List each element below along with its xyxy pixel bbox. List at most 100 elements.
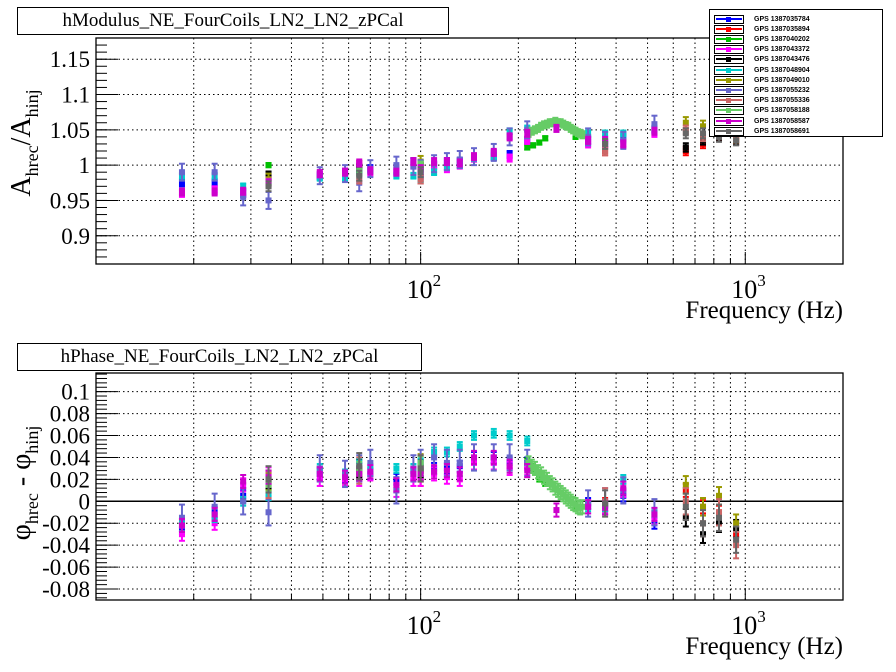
data-point: [651, 128, 658, 135]
legend-marker-icon: [714, 65, 744, 75]
data-point: [524, 137, 531, 144]
data-point: [585, 137, 592, 144]
data-point: [733, 520, 740, 527]
data-point: [410, 163, 417, 170]
legend-marker-icon: [714, 24, 744, 34]
data-point: [417, 465, 424, 472]
data-point: [393, 162, 400, 169]
data-point: [528, 463, 535, 470]
data-point: [470, 454, 477, 461]
data-point: [367, 167, 374, 174]
legend-entry: GPS 1387035784: [714, 14, 810, 24]
y-label-sub: hinj: [22, 89, 42, 117]
legend-label: GPS 1387055336: [754, 97, 810, 105]
y-label-sub: hinj: [22, 426, 42, 454]
data-point: [490, 454, 497, 461]
y-tick-label: 0.06: [50, 424, 90, 449]
legend-entry: GPS 1387049010: [714, 75, 810, 85]
legend-entry: GPS 1387058587: [714, 116, 810, 126]
data-point: [265, 476, 272, 483]
y-axis-label: φhrec - φhinj: [6, 426, 42, 541]
data-point: [356, 160, 363, 167]
y-label-sub: hrec: [22, 145, 42, 176]
data-point: [716, 514, 723, 521]
legend-marker-icon: [714, 126, 744, 136]
data-point: [431, 468, 438, 475]
data-point: [410, 158, 417, 165]
data-point: [211, 188, 218, 195]
legend-label: GPS 1387035894: [754, 25, 810, 33]
data-point: [417, 169, 424, 176]
data-point: [178, 169, 185, 176]
legend-label: GPS 1387040202: [754, 35, 810, 43]
data-point: [240, 498, 247, 505]
y-tick-label: -0.06: [42, 555, 90, 580]
data-point: [431, 158, 438, 165]
data-point: [240, 193, 247, 200]
data-point: [417, 176, 424, 183]
phase-plot: -0.08-0.06-0.04-0.0200.020.040.060.080.1…: [6, 372, 844, 660]
data-point: [535, 468, 542, 475]
data-point: [178, 179, 185, 186]
data-point: [602, 148, 609, 154]
data-point: [240, 478, 247, 485]
x-axis-label: Frequency (Hz): [685, 297, 843, 324]
data-point: [178, 188, 185, 195]
data-point: [543, 476, 550, 483]
data-point: [265, 162, 272, 169]
data-point: [393, 465, 400, 472]
legend-marker-icon: [714, 96, 744, 106]
data-point: [178, 522, 185, 529]
data-point: [393, 481, 400, 488]
data-point: [211, 511, 218, 518]
legend-label: GPS 1387043476: [754, 56, 810, 64]
legend-entry: GPS 1387043476: [714, 55, 810, 65]
data-point: [367, 468, 374, 475]
legend-marker-icon: [714, 14, 744, 24]
legend: GPS 1387035784 GPS 1387035894 GPS 13870402…: [709, 9, 883, 137]
legend-entry: GPS 1387043372: [714, 45, 810, 55]
data-point: [431, 454, 438, 461]
data-point: [651, 121, 658, 128]
data-point: [651, 511, 658, 518]
legend-entry: GPS 1387055336: [714, 96, 810, 106]
data-point: [211, 179, 218, 186]
modulus-plot-title: hModulus_NE_FourCoils_LN2_LN2_zPCal: [17, 7, 449, 35]
data-point: [733, 137, 740, 144]
y-label-main: - φ: [6, 454, 37, 493]
data-point: [356, 172, 363, 179]
data-point: [536, 474, 543, 481]
data-point: [620, 140, 627, 147]
data-point: [579, 503, 586, 510]
legend-marker-icon: [714, 45, 744, 55]
data-point: [700, 123, 707, 130]
data-point: [443, 467, 450, 474]
data-point: [178, 514, 185, 521]
x-tick-label: 102: [407, 607, 442, 640]
data-point: [470, 153, 477, 160]
phase-plot-title: hPhase_NE_FourCoils_LN2_LN2_zPCal: [17, 343, 422, 371]
y-tick-label: 1.15: [50, 47, 90, 72]
x-tick-label: 102: [407, 271, 442, 304]
y-tick-label: 1.05: [50, 118, 90, 143]
data-point: [579, 131, 586, 138]
data-point: [531, 465, 538, 472]
data-point: [265, 197, 272, 204]
legend-label: GPS 1387049010: [754, 76, 810, 84]
y-tick-label: 0.04: [50, 445, 91, 470]
legend-label: GPS 1387048904: [754, 66, 810, 74]
data-point: [620, 485, 627, 492]
data-point: [538, 470, 545, 477]
data-point: [506, 463, 513, 470]
y-tick-label: 0.02: [50, 467, 90, 492]
y-label-main: φ: [6, 524, 37, 540]
y-tick-label: 1: [79, 153, 91, 178]
x-tick-exponent: 3: [757, 271, 766, 290]
data-point: [602, 500, 609, 507]
data-point: [240, 183, 247, 190]
data-point: [524, 437, 531, 444]
series-gps-1387058691: [265, 452, 740, 554]
data-point: [456, 443, 463, 450]
data-point: [682, 119, 689, 126]
data-point: [525, 459, 532, 466]
